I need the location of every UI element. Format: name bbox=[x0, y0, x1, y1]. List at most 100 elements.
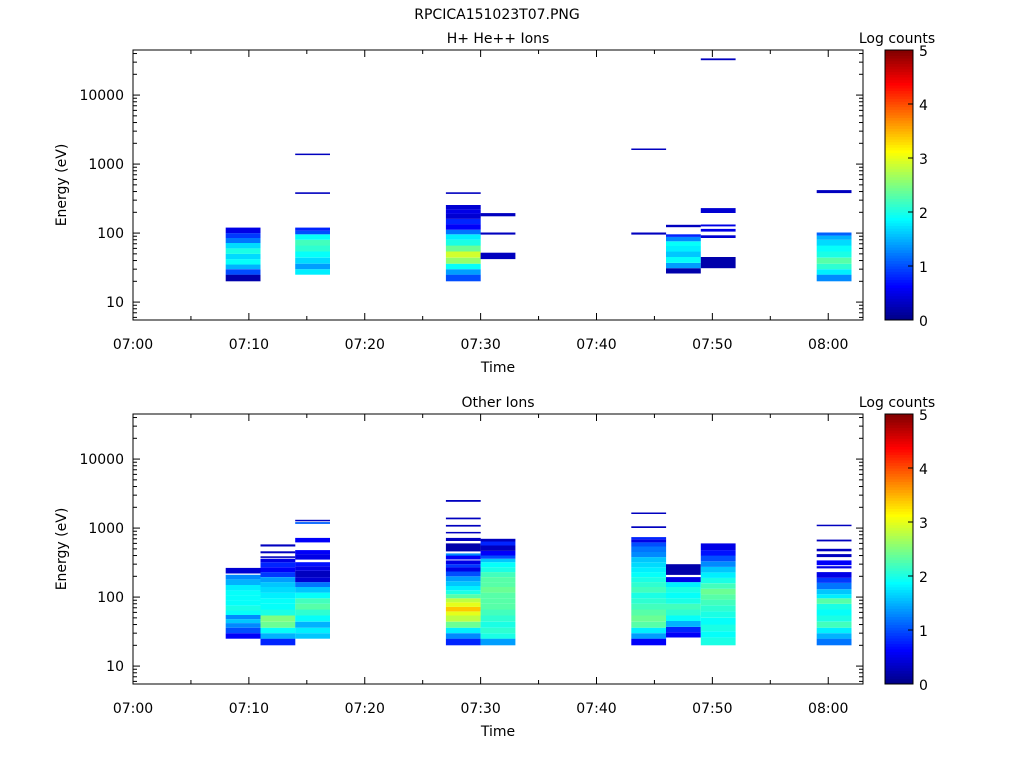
x-tick-label: 07:10 bbox=[229, 337, 269, 353]
heatmap-cell-0-5-5 bbox=[666, 241, 701, 246]
heatmap-cell-0-2-0 bbox=[445, 274, 481, 282]
heatmap-cell-1-7-2 bbox=[700, 624, 736, 632]
colorbar-segment-1 bbox=[885, 497, 913, 501]
heatmap-cell-1-8-17 bbox=[816, 539, 852, 542]
heatmap-cell-0-0-3 bbox=[225, 259, 261, 265]
colorbar-segment-1 bbox=[885, 616, 913, 620]
heatmap-cell-0-1-3 bbox=[295, 251, 330, 258]
heatmap-cell-1-0-13 bbox=[225, 567, 261, 574]
colorbar-segment-0 bbox=[885, 222, 913, 226]
heatmap-cell-0-2-14 bbox=[445, 192, 481, 194]
heatmap-cell-1-4-20 bbox=[480, 538, 516, 542]
heatmap-cell-1-6-1 bbox=[666, 626, 701, 633]
colorbar-segment-1 bbox=[885, 457, 913, 461]
colorbar-segment-1 bbox=[885, 484, 913, 488]
heatmap-cell-1-4-4 bbox=[480, 615, 516, 622]
heatmap-cell-1-8-13 bbox=[816, 566, 852, 569]
heatmap-cell-1-0-9 bbox=[225, 590, 261, 596]
colorbar-segment-1 bbox=[885, 675, 913, 680]
colorbar-segment-0 bbox=[885, 98, 913, 102]
colorbar-segment-0 bbox=[885, 160, 913, 164]
panel-title: H+ He++ Ions bbox=[447, 31, 550, 47]
colorbar-segment-0 bbox=[885, 268, 913, 272]
heatmap-cell-1-6-9 bbox=[666, 582, 701, 587]
colorbar-segment-0 bbox=[885, 171, 913, 175]
heatmap-cell-1-3-2 bbox=[445, 627, 481, 634]
heatmap-cell-1-8-1 bbox=[816, 633, 852, 639]
colorbar-segment-0 bbox=[885, 158, 913, 162]
colorbar-segment-1 bbox=[885, 584, 913, 588]
colorbar-segment-0 bbox=[885, 274, 913, 278]
colorbar-segment-0 bbox=[885, 179, 913, 183]
heatmap-cell-1-0-7 bbox=[225, 600, 261, 606]
colorbar-tick-label: 5 bbox=[919, 44, 928, 60]
heatmap-cell-1-6-0 bbox=[666, 632, 701, 638]
colorbar-segment-1 bbox=[885, 522, 913, 526]
heatmap-cell-1-5-3 bbox=[631, 621, 667, 628]
heatmap-cell-1-3-23 bbox=[445, 524, 481, 527]
y-tick-label: 1000 bbox=[88, 521, 124, 537]
x-tick-label: 07:00 bbox=[113, 337, 153, 353]
heatmap-cell-1-1-13 bbox=[260, 567, 296, 573]
colorbar-segment-0 bbox=[885, 90, 913, 94]
heatmap-cell-1-8-0 bbox=[816, 638, 852, 646]
x-axis-label: Time bbox=[480, 724, 515, 740]
heatmap-cell-0-2-7 bbox=[445, 234, 481, 240]
colorbar-segment-0 bbox=[885, 152, 913, 156]
colorbar-segment-0 bbox=[885, 104, 913, 108]
colorbar-segment-1 bbox=[885, 513, 913, 518]
heatmap-cell-1-7-7 bbox=[700, 594, 736, 600]
heatmap-cell-1-1-4 bbox=[260, 615, 296, 622]
colorbar-segment-1 bbox=[885, 605, 913, 609]
colorbar-segment-0 bbox=[885, 311, 913, 316]
heatmap-cell-1-5-22 bbox=[631, 512, 667, 514]
heatmap-cell-1-3-6 bbox=[445, 606, 481, 612]
colorbar-segment-0 bbox=[885, 168, 913, 172]
y-tick-label: 10 bbox=[106, 295, 124, 311]
colorbar-segment-1 bbox=[885, 630, 913, 634]
colorbar-tick-label: 1 bbox=[919, 624, 928, 640]
colorbar-segment-0 bbox=[885, 276, 913, 280]
heatmap-cell-1-4-7 bbox=[480, 598, 516, 604]
colorbar-segment-1 bbox=[885, 597, 913, 601]
colorbar-segment-1 bbox=[885, 565, 913, 569]
heatmap-cell-1-1-17 bbox=[260, 551, 296, 554]
heatmap-cell-1-6-11 bbox=[666, 564, 701, 575]
heatmap-cell-1-8-15 bbox=[816, 554, 852, 558]
heatmap-cell-0-0-5 bbox=[225, 248, 261, 254]
heatmap-cell-1-7-16 bbox=[700, 543, 736, 551]
heatmap-cell-1-1-8 bbox=[260, 592, 296, 599]
colorbar-segment-0 bbox=[885, 255, 913, 259]
colorbar-segment-1 bbox=[885, 648, 913, 653]
heatmap-cell-1-7-5 bbox=[700, 605, 736, 612]
heatmap-cell-0-6-5 bbox=[700, 58, 736, 61]
colorbar-segment-1 bbox=[885, 608, 913, 612]
colorbar-segment-0 bbox=[885, 212, 913, 216]
heatmap-cell-1-7-1 bbox=[700, 631, 736, 638]
heatmap-cell-1-3-20 bbox=[445, 543, 481, 552]
heatmap-cell-1-5-20 bbox=[631, 537, 667, 540]
colorbar-segment-1 bbox=[885, 646, 913, 650]
heatmap-cell-0-2-12 bbox=[445, 209, 481, 214]
heatmap-cell-1-7-6 bbox=[700, 599, 736, 606]
heatmap-cell-1-5-19 bbox=[631, 539, 667, 543]
heatmap-cell-1-5-6 bbox=[631, 603, 667, 610]
colorbar-segment-0 bbox=[885, 141, 913, 145]
colorbar-segment-1 bbox=[885, 419, 913, 423]
heatmap-cell-1-3-22 bbox=[445, 531, 481, 534]
heatmap-cell-1-1-10 bbox=[260, 582, 296, 587]
colorbar-segment-0 bbox=[885, 74, 913, 78]
heatmap-cell-1-7-0 bbox=[700, 637, 736, 646]
heatmap-cell-1-7-15 bbox=[700, 550, 736, 556]
heatmap-cell-1-1-18 bbox=[260, 544, 296, 547]
colorbar-label: Log counts bbox=[859, 31, 935, 47]
colorbar-segment-1 bbox=[885, 441, 913, 445]
heatmap-cell-1-0-6 bbox=[225, 605, 261, 611]
heatmap-cell-1-1-7 bbox=[260, 598, 296, 604]
heatmap-cell-1-5-13 bbox=[631, 567, 667, 573]
heatmap-cell-1-6-7 bbox=[666, 592, 701, 599]
heatmap-cell-0-5-3 bbox=[666, 251, 701, 257]
colorbar-segment-0 bbox=[885, 155, 913, 159]
heatmap-cell-1-5-9 bbox=[631, 587, 667, 593]
y-tick-label: 10000 bbox=[79, 452, 124, 468]
